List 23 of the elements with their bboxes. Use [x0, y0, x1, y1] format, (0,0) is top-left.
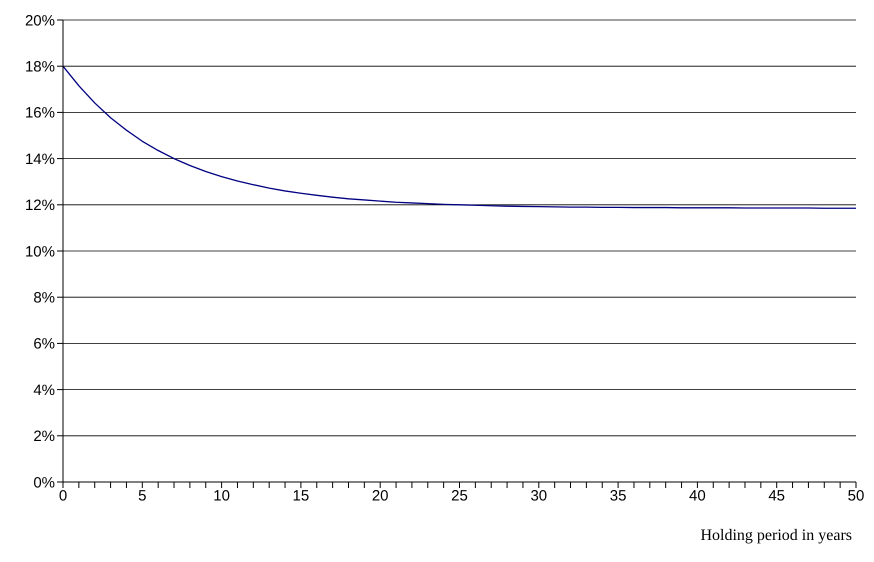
x-tick-label: 30 — [530, 488, 548, 505]
x-axis-title: Holding period in years — [700, 527, 852, 544]
x-tick-label: 35 — [610, 488, 626, 505]
y-tick-label: 14% — [24, 150, 55, 168]
x-tick-label: 40 — [689, 488, 706, 505]
x-tick-label: 25 — [451, 488, 468, 505]
y-tick-label: 4% — [33, 382, 55, 399]
y-tick-label: 18% — [24, 58, 55, 76]
y-tick-label: 6% — [33, 336, 55, 353]
x-tick-label: 45 — [768, 488, 786, 505]
x-tick-label: 15 — [292, 488, 310, 505]
y-tick-label: 10% — [24, 243, 55, 260]
x-tick-label: 0 — [58, 488, 68, 505]
y-tick-label: 20% — [24, 12, 55, 30]
y-tick-label: 0% — [33, 474, 55, 492]
y-tick-label: 2% — [33, 428, 55, 446]
x-tick-label: 10 — [213, 488, 230, 505]
y-tick-label: 12% — [24, 197, 55, 214]
x-tick-label: 5 — [138, 488, 146, 505]
x-tick-label: 50 — [848, 488, 864, 505]
x-tick-label: 20 — [372, 488, 389, 505]
y-tick-label: 8% — [33, 290, 55, 307]
y-tick-label: 16% — [24, 104, 55, 122]
